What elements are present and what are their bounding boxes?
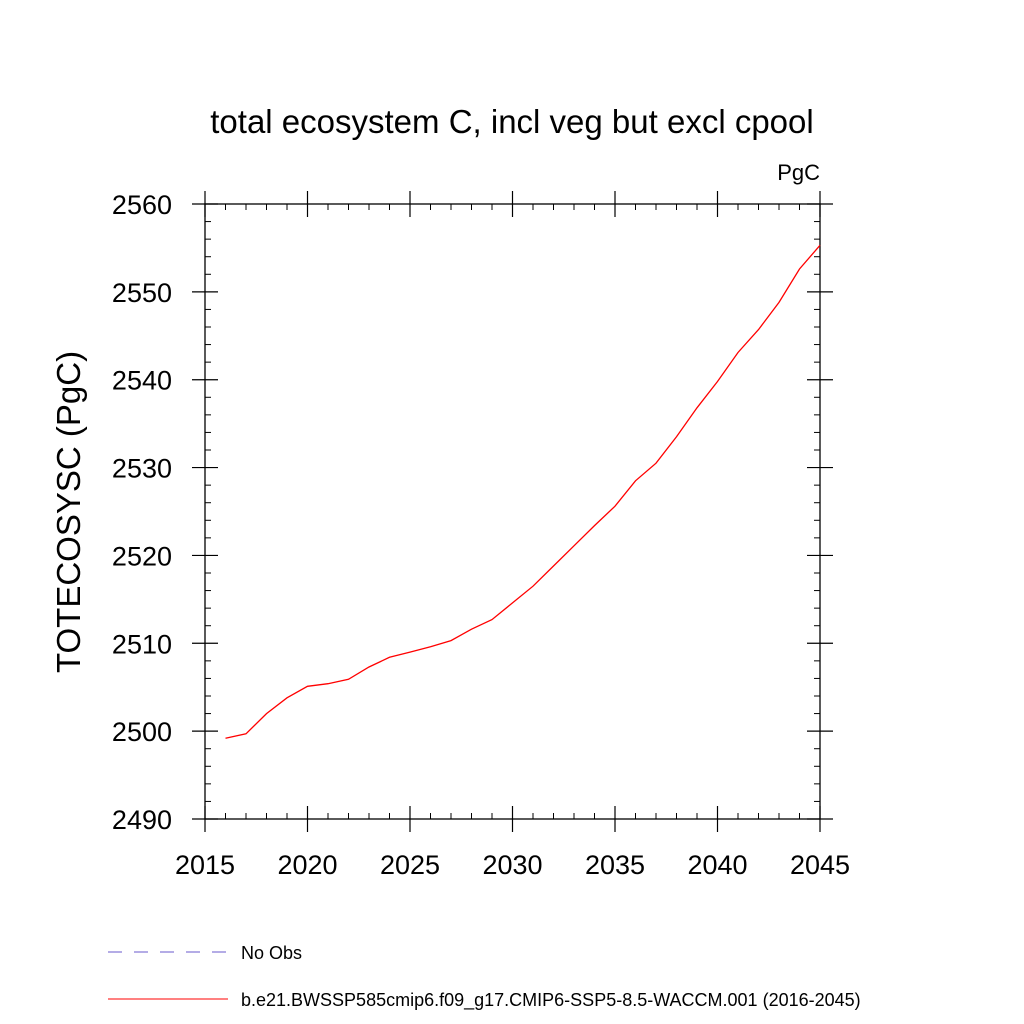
- plot-frame: [204, 203, 821, 820]
- series-line: [225, 244, 821, 739]
- x-tick-label: 2035: [585, 850, 645, 880]
- y-tick-label: 2530: [112, 454, 172, 484]
- chart-title: total ecosystem C, incl veg but excl cpo…: [210, 103, 813, 140]
- axes: 2015 2020 2025 2030 2035 2040 2045 2490 2500 2510…: [112, 190, 850, 880]
- y-tick-label: 2560: [112, 190, 172, 220]
- x-tick-label: 2045: [790, 850, 850, 880]
- legend: No Obs b.e21.BWSSP585cmip6.f09_g17.CMIP6-…: [108, 943, 861, 1011]
- series-layer: [225, 244, 821, 739]
- y-tick-label: 2490: [112, 805, 172, 835]
- y-axis-label: TOTECOSYSC (PgC): [50, 351, 87, 673]
- x-tick-label: 2020: [277, 850, 337, 880]
- legend-label: b.e21.BWSSP585cmip6.f09_g17.CMIP6-SSP5-8…: [241, 990, 861, 1011]
- x-tick-label: 2025: [380, 850, 440, 880]
- legend-label: No Obs: [241, 943, 302, 963]
- y-tick-label: 2500: [112, 717, 172, 747]
- y-tick-label: 2550: [112, 278, 172, 308]
- y-tick-label: 2540: [112, 366, 172, 396]
- units-label: PgC: [777, 160, 820, 185]
- x-tick-label: 2015: [175, 850, 235, 880]
- x-tick-label: 2030: [482, 850, 542, 880]
- x-tick-label: 2040: [687, 850, 747, 880]
- y-tick-label: 2520: [112, 541, 172, 571]
- y-tick-label: 2510: [112, 629, 172, 659]
